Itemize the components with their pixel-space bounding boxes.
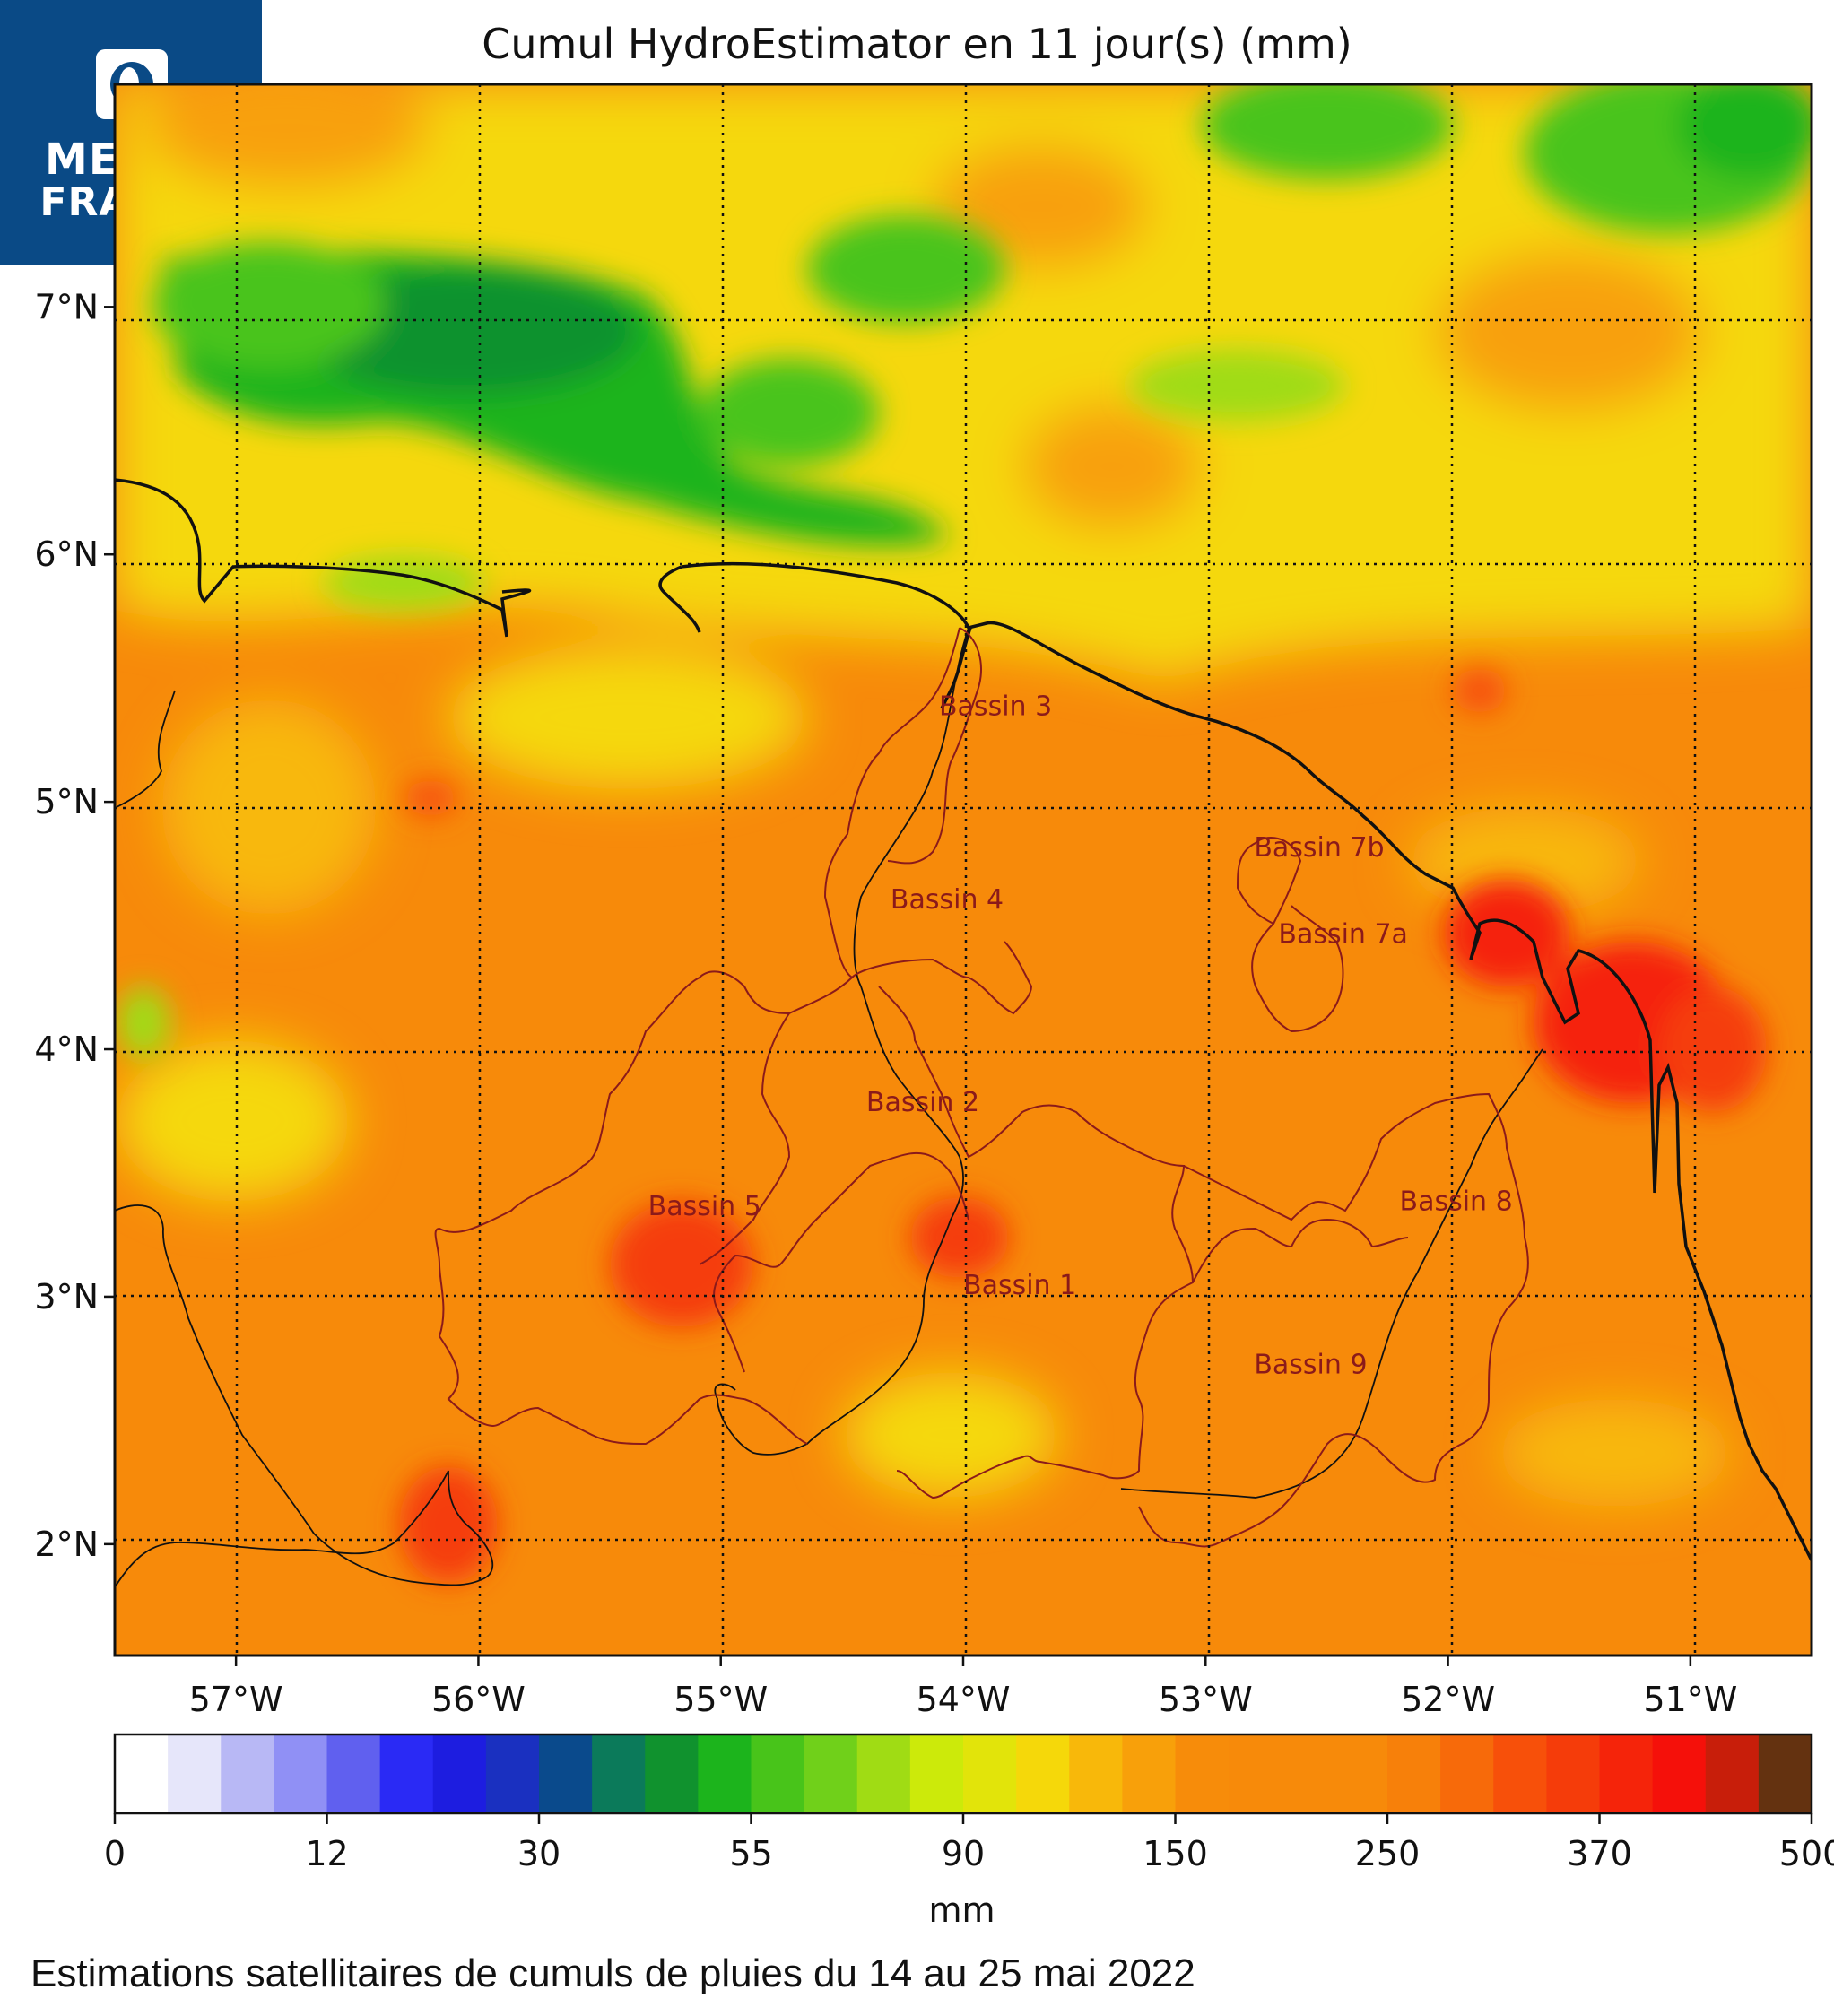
colorbar-tick-label: 30 (517, 1834, 561, 1873)
basin-boundaries (434, 627, 1529, 1548)
colorbar-tick-label: 0 (104, 1834, 126, 1873)
colorbar-swatch (645, 1734, 699, 1813)
colorbar-swatch (1281, 1734, 1335, 1813)
x-tick-label: 57°W (189, 1680, 283, 1719)
colorbar-swatch (592, 1734, 646, 1813)
colorbar-swatch (856, 1734, 911, 1813)
colorbar-tick-label: 55 (729, 1834, 772, 1873)
basin-label: Bassin 2 (866, 1087, 979, 1118)
colorbar-tick-label: 500 (1779, 1834, 1834, 1873)
country-borders (114, 627, 1543, 1588)
colorbar-swatch (274, 1734, 327, 1813)
y-tick-label: 7°N (34, 287, 99, 326)
basin-label: Bassin 8 (1400, 1186, 1513, 1217)
colorbar-swatch (539, 1734, 593, 1813)
x-tick-label: 54°W (917, 1680, 1011, 1719)
basin-label: Bassin 1 (963, 1270, 1076, 1301)
caption: Estimations satellitaires de cumuls de p… (30, 1951, 1195, 1995)
basin-labels: Bassin 3 Bassin 4 Bassin 7b Bassin 7a Bassin… (648, 691, 1513, 1381)
colorbar-swatch (1175, 1734, 1230, 1813)
colorbar-swatch (115, 1734, 169, 1813)
colorbar-swatch (1228, 1734, 1282, 1813)
colorbar-swatch (168, 1734, 222, 1813)
colorbar-tick-label: 150 (1143, 1834, 1208, 1873)
x-tick-label: 52°W (1401, 1680, 1495, 1719)
y-tick-label: 4°N (34, 1030, 99, 1069)
colorbar-tick-label: 250 (1355, 1834, 1421, 1873)
colorbar-swatch (1493, 1734, 1547, 1813)
basin-label: Bassin 4 (891, 884, 1004, 916)
colorbar-swatch (1705, 1734, 1760, 1813)
y-ticks: 7°N 6°N 5°N 4°N 3°N 2°N (34, 287, 115, 1564)
colorbar-swatch (221, 1734, 274, 1813)
colorbar-swatch (1016, 1734, 1070, 1813)
coastline (114, 478, 1813, 1561)
colorbar-swatch (963, 1734, 1017, 1813)
colorbar-swatch (909, 1734, 964, 1813)
colorbar-swatch (1387, 1734, 1441, 1813)
colorbar-swatch (751, 1734, 805, 1813)
graticule (115, 84, 1812, 1655)
colorbar-swatch (379, 1734, 434, 1813)
basin-label: Bassin 7b (1254, 832, 1384, 864)
x-tick-label: 53°W (1159, 1680, 1253, 1719)
precipitation-field (115, 84, 1812, 1655)
y-tick-label: 3°N (34, 1277, 99, 1316)
colorbar-tick-label: 370 (1567, 1834, 1632, 1873)
colorbar-swatch (1122, 1734, 1176, 1813)
basin-label: Bassin 3 (939, 691, 1052, 723)
basin-label: Bassin 9 (1254, 1349, 1367, 1380)
colorbar-swatch (326, 1734, 381, 1813)
colorbar-swatch (432, 1734, 487, 1813)
colorbar-swatch (485, 1734, 540, 1813)
basin-label: Bassin 5 (648, 1191, 761, 1222)
colorbar-tick-label: 90 (942, 1834, 985, 1873)
y-tick-label: 5°N (34, 782, 99, 821)
colorbar-swatch (1334, 1734, 1388, 1813)
map-title: Cumul HydroEstimator en 11 jour(s) (mm) (482, 20, 1352, 68)
colorbar-tick-label: 12 (305, 1834, 348, 1873)
x-tick-label: 56°W (431, 1680, 526, 1719)
colorbar-unit-label: mm (928, 1890, 995, 1930)
colorbar-swatch (1546, 1734, 1600, 1813)
colorbar-swatch (1069, 1734, 1123, 1813)
colorbar-swatch (804, 1734, 858, 1813)
colorbar: 0 12 30 55 90 150 250 370 500 (104, 1733, 1834, 1873)
colorbar-swatch (1599, 1734, 1654, 1813)
y-tick-label: 6°N (34, 534, 99, 574)
y-tick-label: 2°N (34, 1525, 99, 1564)
colorbar-swatch (1440, 1734, 1494, 1813)
colorbar-swatch (698, 1734, 752, 1813)
x-tick-label: 55°W (674, 1680, 768, 1719)
colorbar-swatch (1758, 1734, 1812, 1813)
x-ticks: 57°W 56°W 55°W 54°W 53°W 52°W 51°W (189, 1655, 1737, 1719)
basin-label: Bassin 7a (1278, 918, 1408, 950)
x-tick-label: 51°W (1643, 1680, 1737, 1719)
colorbar-swatch (1652, 1734, 1707, 1813)
